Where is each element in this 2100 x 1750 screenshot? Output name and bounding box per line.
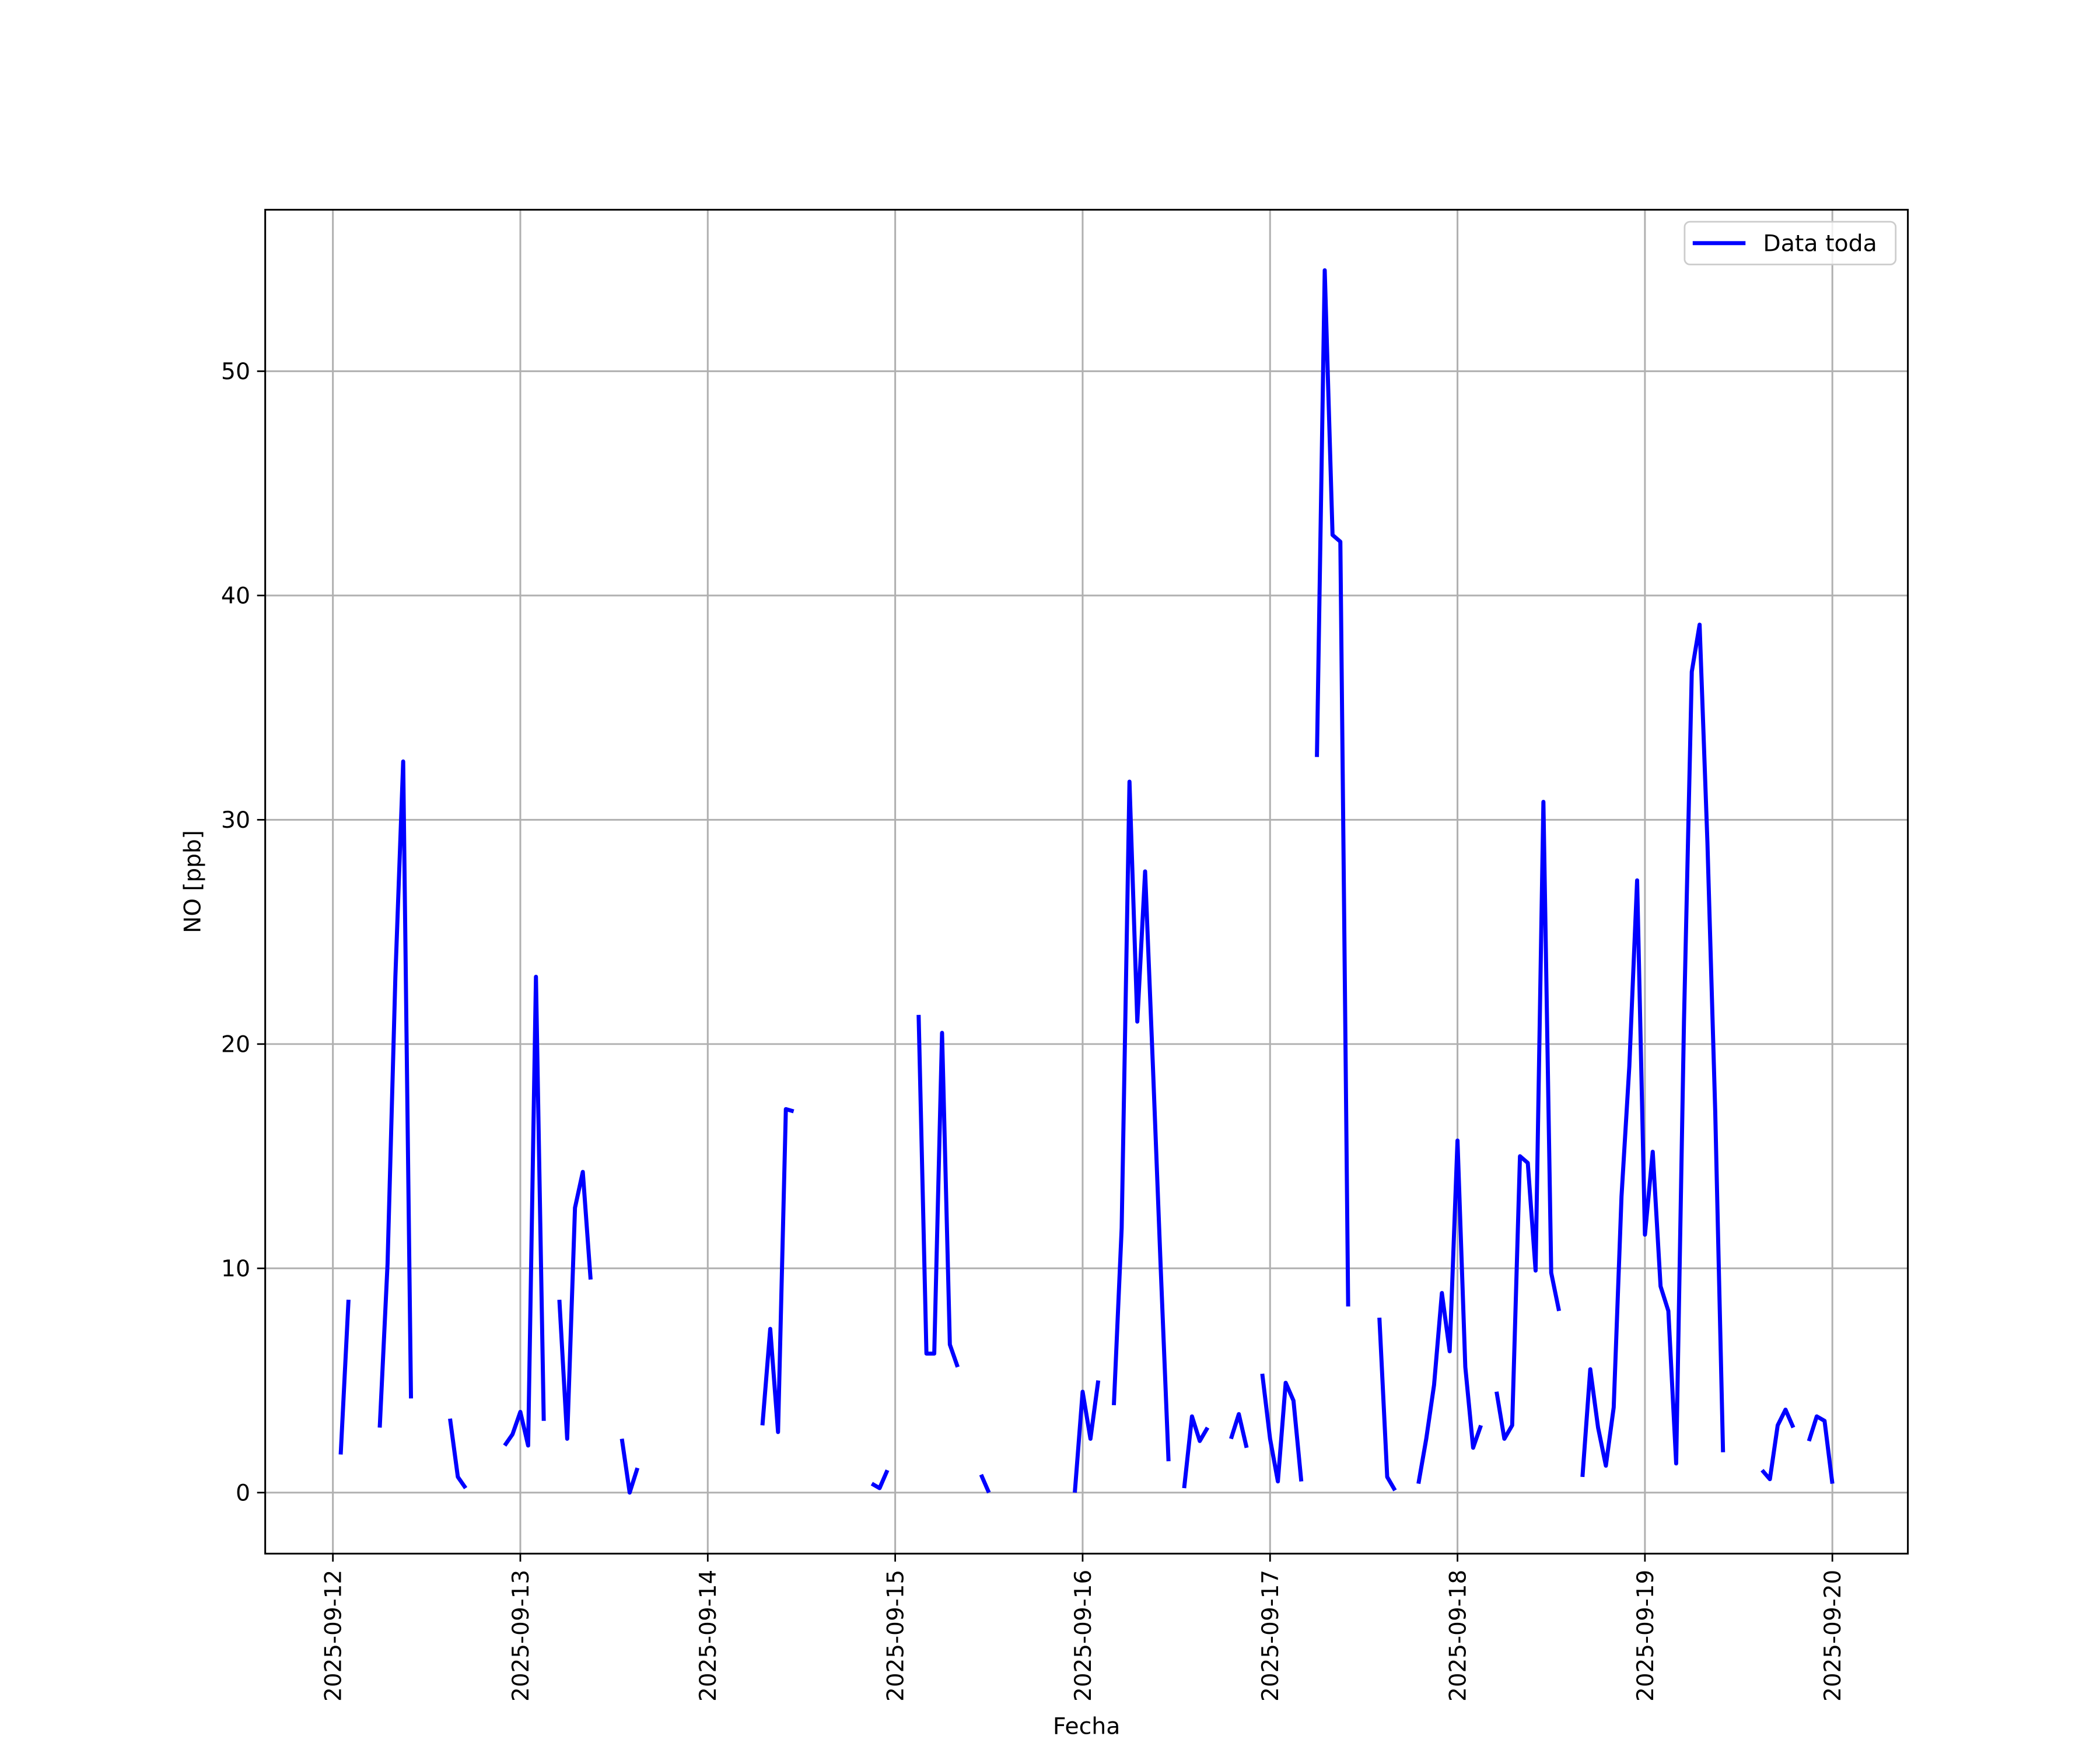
x-tick-label: 2025-09-19: [1633, 1570, 1659, 1702]
data-line: [1228, 1412, 1249, 1448]
data-line: [1760, 1408, 1796, 1482]
y-tick-label: 10: [221, 1256, 250, 1282]
x-tick-label: 2025-09-14: [695, 1570, 722, 1702]
x-tick-label: 2025-09-15: [883, 1570, 909, 1702]
x-tick-label: 2025-09-20: [1820, 1570, 1846, 1702]
data-line: [1580, 622, 1726, 1478]
plot-area: [338, 268, 1835, 1495]
y-tick-label: 20: [221, 1032, 250, 1058]
y-tick-label: 0: [236, 1480, 250, 1507]
x-tick-label: 2025-09-17: [1258, 1570, 1284, 1702]
data-line: [1260, 1373, 1304, 1483]
data-line: [503, 975, 546, 1448]
y-tick-label: 30: [221, 807, 250, 834]
legend-label: Data toda: [1763, 231, 1877, 257]
x-axis-label: Fecha: [1053, 1714, 1121, 1740]
data-line: [557, 1170, 593, 1441]
data-line: [1315, 268, 1350, 1307]
data-line: [1112, 779, 1171, 1462]
y-tick-label: 50: [221, 359, 250, 385]
x-tick-label: 2025-09-12: [320, 1570, 346, 1702]
legend: Data toda: [1684, 220, 1897, 265]
axes-frame: [264, 209, 1909, 1555]
data-line: [1377, 1317, 1397, 1492]
data-line: [760, 1107, 794, 1434]
data-line: [916, 1014, 960, 1368]
data-line: [338, 1299, 351, 1455]
data-line: [1416, 1138, 1483, 1484]
legend-box: [1684, 220, 1897, 265]
data-line: [1073, 1380, 1101, 1493]
data-line: [1494, 800, 1562, 1441]
x-tick-label: 2025-09-18: [1445, 1570, 1471, 1702]
x-tick-label: 2025-09-16: [1070, 1570, 1097, 1702]
data-line: [870, 1469, 890, 1490]
ticks: 2025-09-12 2025-09-13 2025-09-14 2025-09-15…: [221, 359, 1846, 1702]
data-line: [448, 1418, 468, 1490]
y-tick-label: 40: [221, 583, 250, 610]
data-line: [1807, 1414, 1835, 1484]
x-tick-label: 2025-09-13: [508, 1570, 534, 1702]
grid: [265, 209, 1908, 1554]
y-axis-label: NO [ppb]: [180, 830, 206, 933]
data-line: [1182, 1414, 1210, 1489]
data-line: [620, 1438, 640, 1495]
data-line: [979, 1474, 991, 1494]
data-line: [377, 759, 414, 1428]
